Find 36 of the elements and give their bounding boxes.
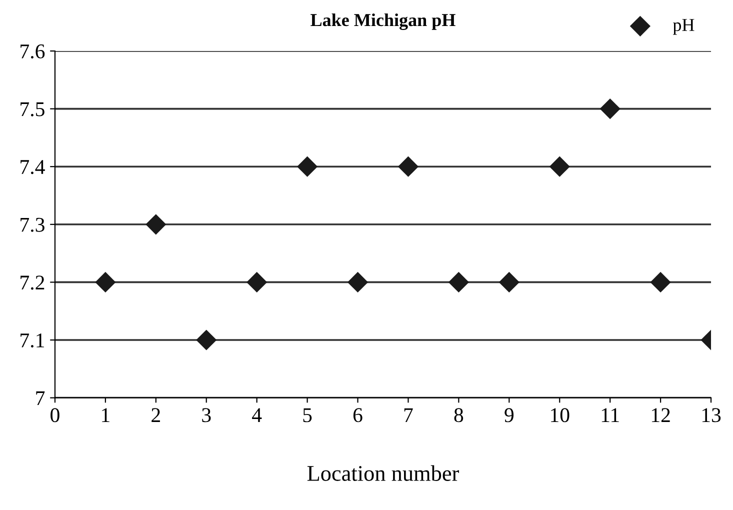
x-tick-label: 10 <box>551 408 570 422</box>
x-tick-label: 9 <box>504 408 514 422</box>
x-tick-label: 2 <box>152 408 160 422</box>
point <box>448 272 469 292</box>
point <box>296 156 318 177</box>
x-tick-label: 7 <box>404 408 413 422</box>
x-tick-label: 1 <box>102 408 110 422</box>
y-tick-label: 7.3 <box>20 218 44 232</box>
y-tick-label: 7.5 <box>20 102 44 116</box>
x-tick-label: 8 <box>454 408 464 422</box>
point <box>498 272 520 292</box>
x-tick-label: 0 <box>50 408 60 422</box>
y-tick-label: 7 <box>36 391 45 406</box>
x-tick-label: 11 <box>602 408 619 422</box>
point <box>146 214 166 235</box>
y-tick-label: 7.6 <box>20 44 45 59</box>
y-tick-label: 7.4 <box>20 160 45 174</box>
x-axis-title: Location number <box>307 465 460 481</box>
x-tick-label: 3 <box>202 408 211 422</box>
point <box>600 98 620 120</box>
point <box>196 330 217 350</box>
x-tick-label: 12 <box>652 408 670 422</box>
point <box>650 272 671 292</box>
point <box>347 272 368 292</box>
point <box>95 272 116 292</box>
x-tick-label: 13 <box>702 408 721 422</box>
x-tick-label: 6 <box>353 408 362 422</box>
legend-label: pH <box>672 19 694 35</box>
x-tick-label: 4 <box>252 408 262 422</box>
point <box>246 272 268 292</box>
point <box>549 156 570 177</box>
y-tick-label: 7.2 <box>20 276 44 290</box>
y-tick-label: 7.1 <box>20 333 44 348</box>
chart-title: Lake Michigan pH <box>310 13 456 30</box>
x-tick-label: 5 <box>303 408 312 422</box>
point <box>398 156 419 177</box>
